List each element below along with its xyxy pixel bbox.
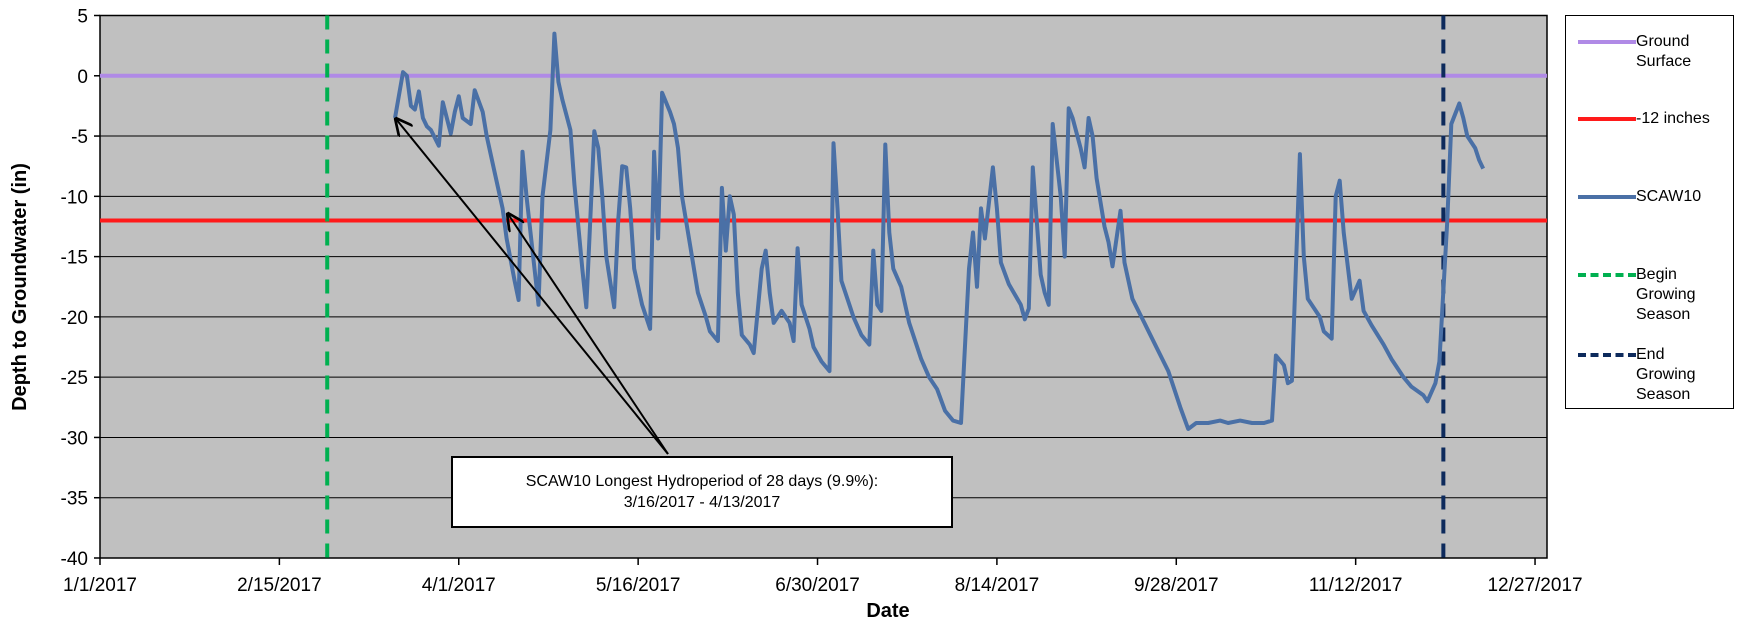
- x-tick-label: 4/1/2017: [422, 575, 496, 596]
- y-tick-label: -15: [61, 248, 88, 269]
- x-tick-label: 6/30/2017: [775, 575, 860, 596]
- x-tick-label: 2/15/2017: [237, 575, 322, 596]
- legend-swatch: [1578, 195, 1636, 199]
- legend-label: End Growing Season: [1636, 346, 1696, 403]
- y-tick-label: -35: [61, 489, 88, 510]
- annotation-arrow: [508, 214, 669, 455]
- x-tick-label: 8/14/2017: [955, 575, 1040, 596]
- y-tick-label: -40: [61, 549, 88, 570]
- legend-label: Begin Growing Season: [1636, 266, 1696, 323]
- legend-item: SCAW10: [1578, 187, 1724, 207]
- legend-item: Ground Surface: [1578, 32, 1724, 72]
- x-axis-title: Date: [866, 600, 909, 622]
- x-tick-label: 1/1/2017: [63, 575, 137, 596]
- annotation-arrow: [396, 119, 669, 455]
- legend-swatch: [1578, 40, 1636, 44]
- legend-label: Ground Surface: [1636, 33, 1692, 70]
- legend-item: -12 inches: [1578, 109, 1724, 129]
- legend-swatch: [1578, 117, 1636, 121]
- y-tick-label: -5: [71, 127, 88, 148]
- y-tick-label: 0: [77, 67, 88, 88]
- annotation-text: SCAW10 Longest Hydroperiod of 28 days (9…: [525, 473, 879, 490]
- y-tick-label: -30: [61, 428, 88, 449]
- x-tick-label: 12/27/2017: [1487, 575, 1582, 596]
- annotation-box: SCAW10 Longest Hydroperiod of 28 days (9…: [451, 456, 953, 528]
- legend-label: -12 inches: [1636, 110, 1710, 127]
- annotation-text: 3/16/2017 - 4/13/2017: [623, 494, 781, 511]
- legend: Ground Surface -12 inches SCAW10 Begin Grow…: [1565, 15, 1734, 409]
- y-tick-label: 5: [77, 7, 88, 28]
- data-line: [393, 31, 1486, 431]
- legend-item: End Growing Season: [1578, 345, 1724, 405]
- legend-swatch: [1578, 273, 1636, 277]
- y-axis-title: Depth to Groundwater (in): [9, 163, 31, 411]
- y-tick-label: -20: [61, 308, 88, 329]
- x-tick-label: 9/28/2017: [1134, 575, 1219, 596]
- legend-label: SCAW10: [1636, 188, 1702, 205]
- legend-item: Begin Growing Season: [1578, 265, 1724, 325]
- x-tick-label: 11/12/2017: [1309, 575, 1403, 596]
- y-tick-label: -10: [61, 187, 88, 208]
- x-tick-label: 5/16/2017: [596, 575, 681, 596]
- y-tick-label: -25: [61, 368, 88, 389]
- legend-swatch: [1578, 353, 1636, 357]
